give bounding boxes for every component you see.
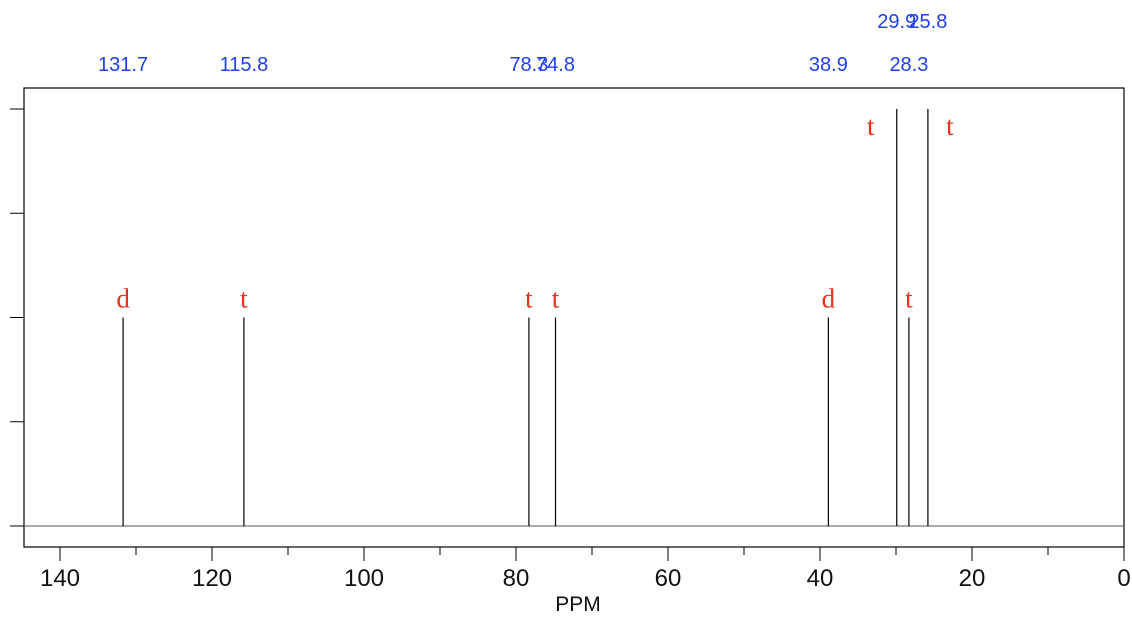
ppm-label: 115.8 xyxy=(220,54,269,76)
x-tick-label: 140 xyxy=(40,565,80,592)
x-axis-title: PPM xyxy=(555,593,601,616)
multiplicity-label: t xyxy=(905,284,913,314)
x-tick-label: 120 xyxy=(192,565,232,592)
plot-border xyxy=(23,87,1125,548)
peak-ppm-labels: 131.7 115.8 78.374.8 38.9 29.9 28.3 25.8 xyxy=(98,11,947,76)
plot-frame xyxy=(10,87,1125,548)
multiplicity-label: t xyxy=(240,284,248,314)
x-tick-label: 80 xyxy=(503,565,530,592)
x-tick-label: 100 xyxy=(344,565,384,592)
multiplicity-label: t xyxy=(867,111,875,141)
x-axis: 140 120 100 80 60 40 20 0 xyxy=(40,547,1131,592)
ppm-label: 28.3 xyxy=(889,54,928,76)
ppm-label: 131.7 xyxy=(98,54,148,76)
ppm-label: 25.8 xyxy=(908,11,947,33)
x-tick-label: 0 xyxy=(1117,565,1130,592)
multiplicity-label: d xyxy=(116,284,130,314)
ppm-label: 78.3 xyxy=(509,54,548,76)
multiplicity-label: t xyxy=(552,284,560,314)
multiplicity-label: t xyxy=(946,111,954,141)
x-tick-label: 40 xyxy=(807,565,834,592)
x-tick-label: 60 xyxy=(655,565,682,592)
y-axis xyxy=(10,108,24,527)
peak-series xyxy=(122,109,929,526)
ppm-label: 29.9 xyxy=(877,11,916,33)
multiplicity-label: d xyxy=(822,284,836,314)
ppm-label: 38.9 xyxy=(809,54,848,76)
ppm-label: 74.8 xyxy=(536,54,575,76)
x-tick-label: 20 xyxy=(959,565,986,592)
multiplicity-label: t xyxy=(525,284,533,314)
